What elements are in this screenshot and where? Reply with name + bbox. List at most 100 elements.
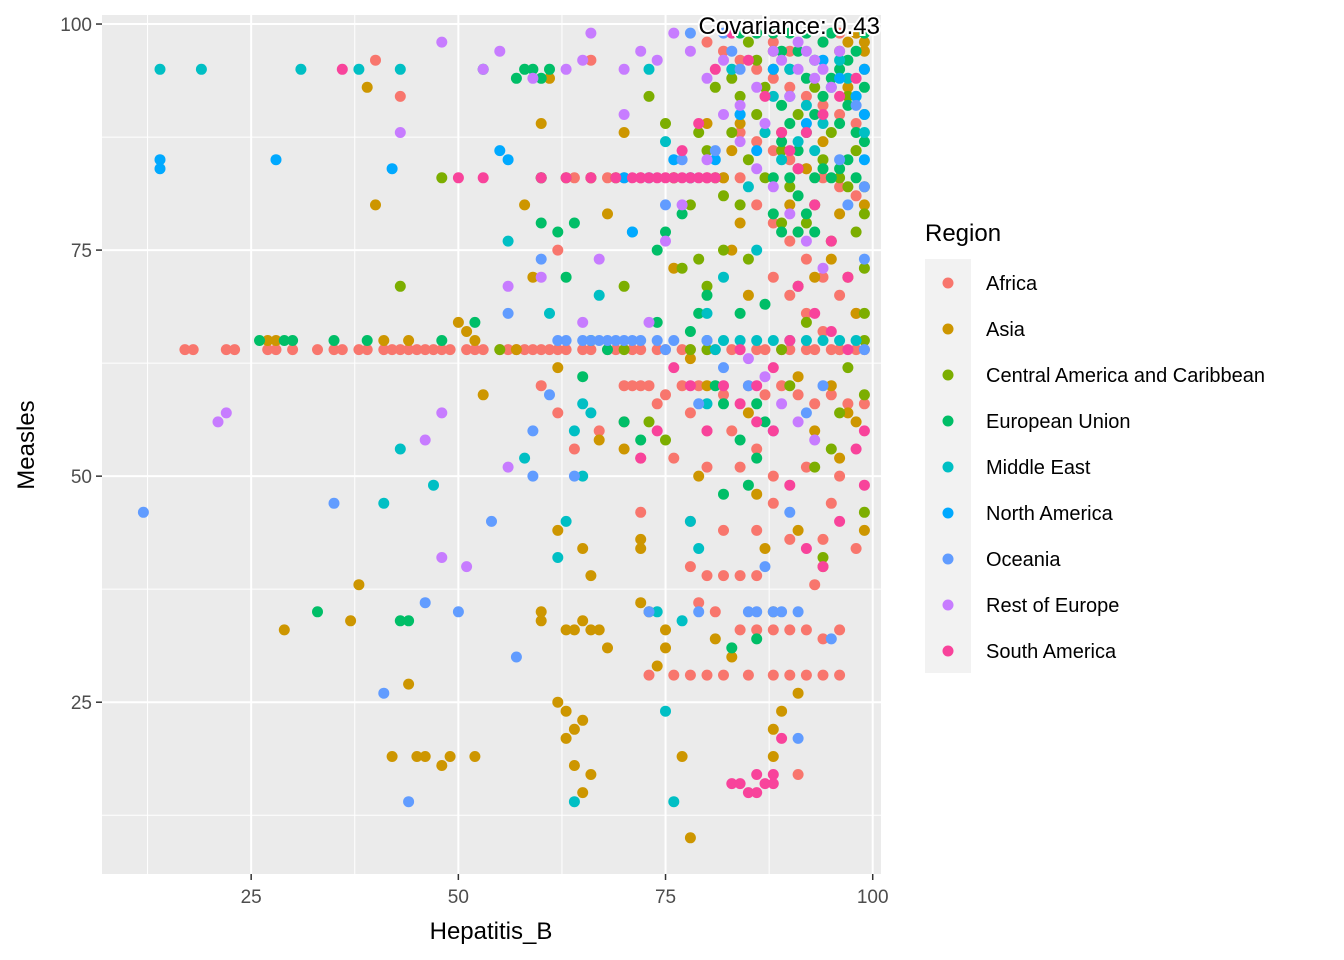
point-european-union (776, 99, 788, 111)
point-africa (684, 561, 696, 573)
point-north-america (800, 118, 812, 129)
point-asia (403, 335, 415, 346)
point-rest-of-europe (792, 36, 804, 48)
legend-label-asia: Asia (986, 319, 1026, 341)
point-rest-of-europe (535, 271, 547, 283)
point-africa (676, 344, 688, 356)
point-africa (618, 380, 630, 392)
point-africa (353, 344, 365, 356)
point-middle-east (809, 145, 821, 157)
point-africa (834, 344, 846, 356)
point-south-america (701, 172, 713, 184)
point-european-union (312, 606, 323, 618)
point-oceania (726, 45, 738, 57)
point-africa (602, 172, 613, 184)
point-south-america (635, 172, 647, 184)
point-asia (461, 326, 473, 337)
point-central-america-and-caribbean (842, 362, 854, 374)
point-rest-of-europe (436, 407, 448, 419)
point-south-america (668, 172, 680, 184)
point-africa (817, 271, 829, 283)
point-oceania (767, 606, 779, 618)
point-middle-east (568, 796, 580, 808)
point-middle-east (585, 407, 597, 419)
point-european-union (527, 63, 539, 75)
point-asia (519, 199, 531, 211)
point-middle-east (718, 271, 729, 283)
point-rest-of-europe (419, 434, 431, 446)
point-south-america (336, 63, 348, 75)
point-rest-of-europe (792, 416, 804, 428)
point-middle-east (668, 796, 680, 808)
point-oceania (792, 606, 804, 618)
point-south-america (693, 118, 705, 129)
legend: Region Africa Asia Central America and Car… (925, 220, 1265, 673)
point-south-america (742, 54, 754, 66)
point-asia (734, 118, 746, 129)
point-central-america-and-caribbean (800, 217, 812, 229)
point-european-union (850, 127, 862, 138)
point-middle-east (800, 99, 812, 111)
point-central-america-and-caribbean (676, 262, 688, 274)
point-north-america (626, 226, 638, 238)
point-south-america (734, 344, 746, 356)
point-africa (817, 99, 829, 111)
point-africa (718, 45, 729, 57)
point-oceania (635, 335, 647, 346)
point-oceania (626, 335, 638, 346)
point-middle-east (676, 615, 688, 627)
point-oceania (858, 181, 870, 193)
point-middle-east (568, 425, 580, 437)
y-axis-ticks: 25 50 75 100 (60, 15, 102, 714)
point-asia (262, 335, 274, 346)
x-tick-label: 100 (857, 887, 889, 908)
point-africa (635, 380, 647, 392)
point-rest-of-europe (212, 416, 224, 428)
point-africa (751, 570, 763, 582)
point-rest-of-europe (560, 63, 572, 75)
point-south-america (759, 778, 771, 790)
point-africa (626, 380, 638, 392)
point-south-america (560, 172, 572, 184)
legend-swatch-asia (942, 323, 954, 335)
point-rest-of-europe (809, 434, 821, 446)
point-european-union (858, 81, 870, 93)
point-south-america (651, 425, 663, 437)
point-africa (651, 344, 663, 356)
point-central-america-and-caribbean (776, 145, 788, 157)
point-european-union (403, 615, 415, 627)
point-middle-east (767, 335, 779, 346)
data-points (137, 27, 870, 844)
point-asia (850, 416, 862, 428)
point-european-union (394, 615, 406, 627)
point-africa (668, 452, 680, 464)
point-africa (751, 443, 763, 455)
point-africa (660, 389, 671, 401)
point-africa (800, 624, 812, 636)
point-european-union (734, 307, 746, 319)
point-south-america (709, 63, 721, 75)
point-south-america (734, 398, 746, 410)
x-axis-ticks: 25 50 75 100 (241, 874, 889, 908)
point-rest-of-europe (751, 163, 763, 175)
point-rest-of-europe (718, 54, 729, 66)
point-asia (759, 543, 771, 554)
point-africa (394, 90, 406, 102)
point-asia (593, 624, 605, 636)
point-asia (742, 407, 754, 419)
point-africa (643, 380, 655, 392)
point-middle-east (353, 63, 365, 75)
point-africa (635, 506, 647, 518)
point-middle-east (834, 54, 846, 66)
point-european-union (800, 208, 812, 220)
point-central-america-and-caribbean (684, 344, 696, 356)
point-africa (610, 344, 622, 356)
point-european-union (842, 99, 854, 111)
point-asia (651, 660, 663, 672)
point-africa (767, 217, 779, 229)
point-asia (676, 751, 688, 762)
point-rest-of-europe (477, 63, 489, 75)
point-middle-east (544, 307, 555, 319)
point-africa (850, 118, 862, 129)
point-rest-of-europe (800, 45, 812, 57)
